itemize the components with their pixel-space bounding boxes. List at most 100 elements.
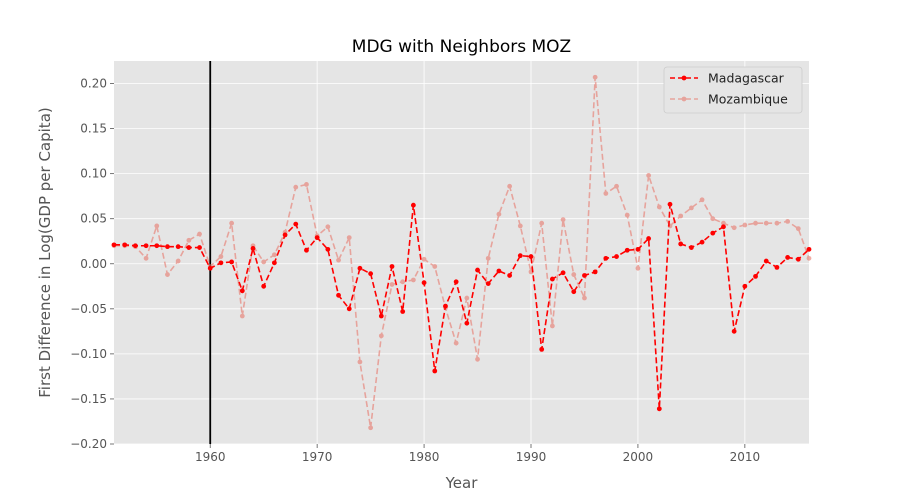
data-point-madagascar	[485, 281, 491, 286]
series-madagascar	[111, 201, 812, 412]
data-point-mozambique	[731, 225, 737, 231]
data-point-mozambique	[795, 226, 801, 232]
data-point-madagascar	[774, 264, 780, 270]
legend-box	[663, 66, 803, 114]
data-point-mozambique	[582, 295, 587, 301]
y-tick-label: 0.20	[80, 77, 107, 91]
data-point-madagascar	[443, 303, 448, 309]
y-tick-label: 0.15	[80, 122, 107, 136]
data-point-madagascar	[325, 246, 331, 252]
data-point-mozambique	[400, 279, 406, 285]
data-point-madagascar	[560, 270, 566, 276]
data-point-madagascar	[304, 247, 309, 253]
data-point-madagascar	[282, 232, 288, 238]
data-point-madagascar	[731, 328, 737, 334]
x-axis-label: Year	[445, 474, 479, 492]
data-point-mozambique	[646, 173, 652, 178]
data-point-madagascar	[453, 279, 459, 285]
data-point-madagascar	[688, 245, 694, 250]
legend-label-madagascar: Madagascar	[708, 71, 785, 86]
legend-marker-madagascar	[681, 75, 687, 81]
data-point-madagascar	[346, 306, 352, 312]
data-point-madagascar	[624, 247, 630, 253]
data-point-madagascar	[175, 244, 181, 250]
y-tick-label: 0.00	[80, 257, 107, 271]
data-point-madagascar	[432, 368, 438, 374]
data-point-mozambique	[678, 213, 684, 219]
data-point-mozambique	[293, 184, 299, 190]
data-point-madagascar	[710, 230, 716, 236]
data-point-mozambique	[785, 219, 791, 224]
x-tick-label: 2010	[730, 450, 761, 464]
data-point-madagascar	[795, 256, 801, 262]
data-point-mozambique	[539, 220, 545, 226]
x-tick-label: 1960	[195, 450, 226, 464]
data-point-mozambique	[549, 323, 555, 329]
data-point-madagascar	[721, 224, 726, 230]
data-point-madagascar	[239, 288, 245, 294]
data-point-madagascar	[229, 259, 235, 265]
data-point-madagascar	[806, 246, 812, 252]
y-tick-label: 0.05	[80, 212, 107, 226]
grid-lines	[114, 61, 809, 445]
data-point-madagascar	[528, 254, 534, 259]
data-point-mozambique	[336, 257, 341, 263]
data-point-mozambique	[485, 255, 491, 261]
data-point-madagascar	[517, 253, 523, 259]
x-tick-label: 1990	[516, 450, 547, 464]
data-point-madagascar	[368, 271, 374, 277]
data-point-mozambique	[496, 211, 502, 217]
y-tick-label: 0.10	[80, 167, 107, 181]
data-point-madagascar	[475, 267, 480, 273]
data-point-mozambique	[624, 212, 630, 218]
data-point-madagascar	[614, 254, 619, 259]
data-point-madagascar	[646, 236, 652, 241]
data-point-mozambique	[325, 224, 331, 230]
data-point-mozambique	[774, 220, 780, 226]
data-point-madagascar	[143, 243, 149, 249]
data-point-madagascar	[507, 273, 513, 278]
data-point-mozambique	[560, 217, 566, 223]
data-point-madagascar	[186, 245, 192, 250]
data-point-mozambique	[346, 235, 352, 241]
data-point-mozambique	[571, 272, 577, 277]
data-point-madagascar	[207, 265, 213, 271]
data-point-madagascar	[582, 273, 587, 278]
data-point-mozambique	[699, 197, 705, 203]
legend-swatch-mozambique	[670, 96, 698, 102]
data-point-madagascar	[496, 268, 502, 274]
data-point-madagascar	[122, 242, 128, 248]
data-point-mozambique	[742, 222, 748, 228]
y-tick-label: −0.20	[70, 437, 107, 451]
data-point-mozambique	[507, 183, 513, 189]
data-point-madagascar	[336, 292, 341, 298]
data-point-mozambique	[614, 183, 619, 189]
data-point-mozambique	[710, 216, 716, 222]
data-point-madagascar	[763, 258, 769, 264]
y-tick-label: −0.15	[70, 392, 107, 406]
data-point-madagascar	[539, 346, 545, 352]
legend: Madagascar Mozambique	[663, 66, 803, 114]
x-axis-ticks: 1960 1970 1980 1990 2000 2010	[195, 444, 760, 464]
data-point-mozambique	[517, 223, 523, 229]
data-point-mozambique	[656, 204, 662, 210]
data-point-mozambique	[175, 258, 181, 264]
data-point-madagascar	[197, 245, 202, 250]
data-point-madagascar	[699, 239, 705, 245]
data-point-mozambique	[239, 313, 245, 319]
data-point-mozambique	[261, 259, 267, 265]
data-point-mozambique	[186, 237, 192, 243]
data-point-madagascar	[378, 313, 384, 319]
series-mozambique	[111, 74, 812, 431]
data-point-mozambique	[368, 425, 374, 431]
data-point-madagascar	[421, 280, 427, 286]
y-axis-ticks: −0.20 −0.15 −0.10 −0.05 0.00 0.05 0.10 0.15 0.20	[70, 77, 114, 451]
data-point-madagascar	[785, 255, 791, 260]
data-point-mozambique	[763, 220, 769, 226]
data-point-mozambique	[389, 282, 395, 287]
plot-background	[114, 61, 809, 444]
data-point-mozambique	[165, 272, 170, 277]
x-tick-label: 2000	[623, 450, 654, 464]
x-tick-label: 1980	[409, 450, 440, 464]
